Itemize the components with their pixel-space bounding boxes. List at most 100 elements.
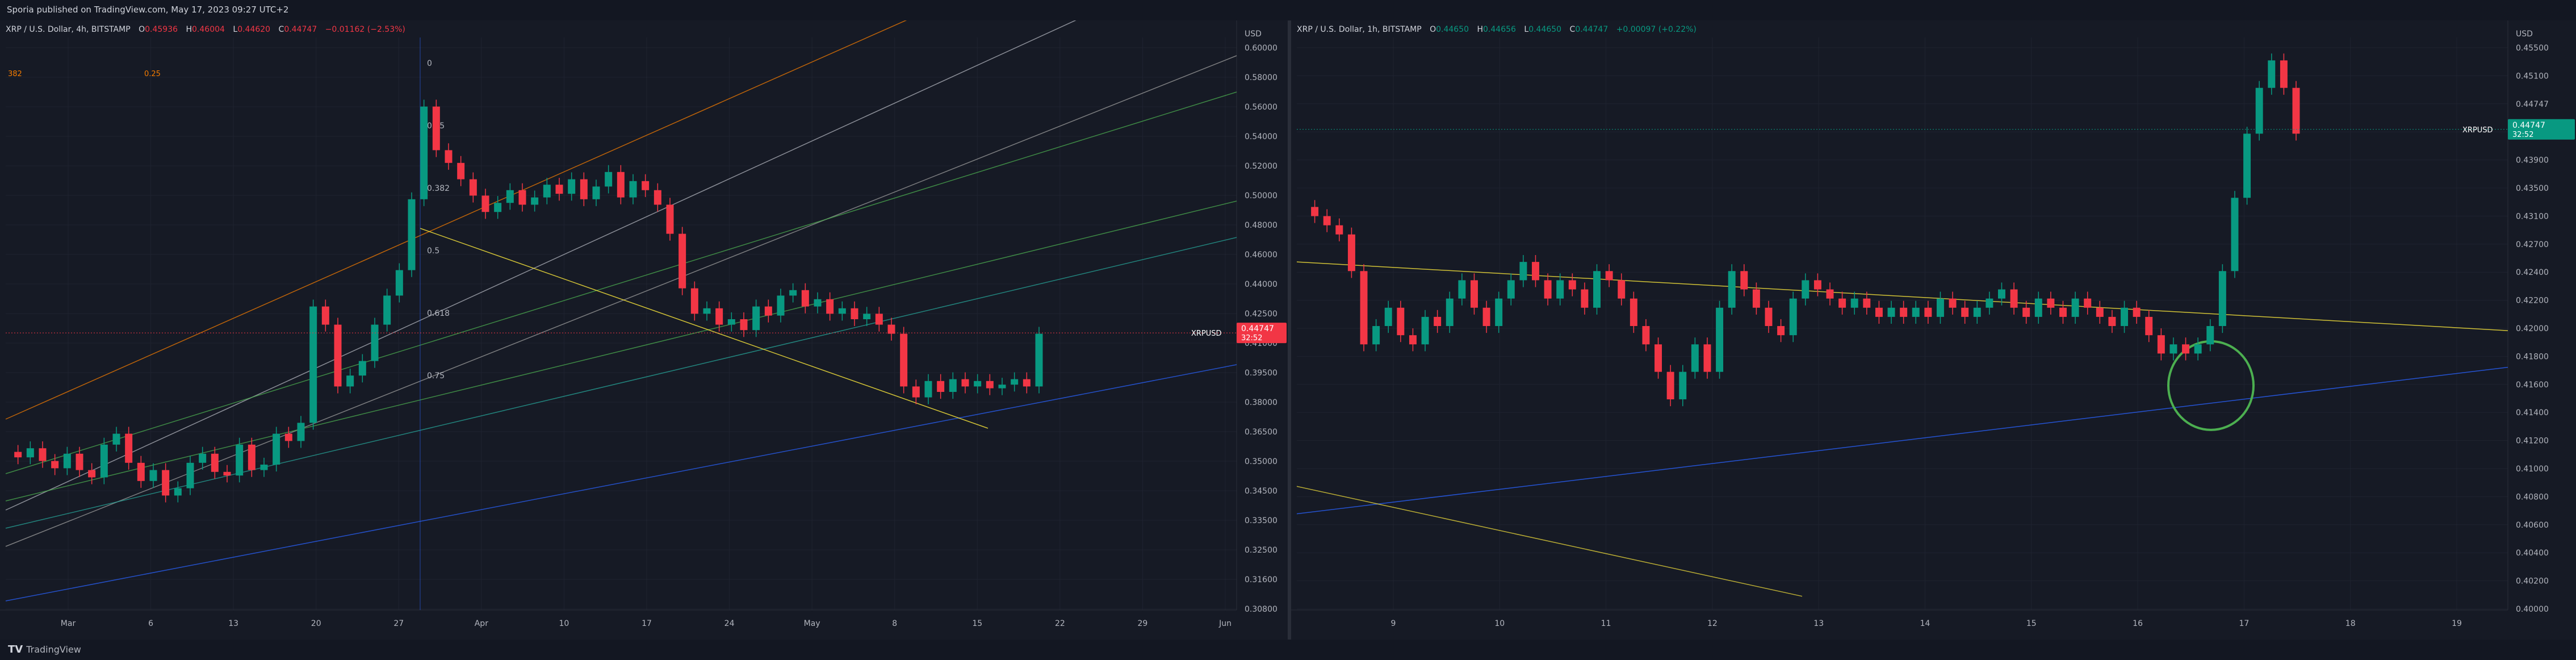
candle-body [2268,60,2276,88]
candle-body [1035,333,1043,387]
y-tick-label: 0.56000 [1245,103,1277,112]
y-tick-label: 0.38000 [1245,398,1277,407]
candle-body [1335,225,1343,235]
candle-body [309,306,317,423]
candle-body [727,319,735,325]
tradingview-icon: TV [8,644,23,655]
close-value: 0.44747 [284,25,317,34]
y-tick-label: 0.50000 [1245,191,1277,200]
candle-body [863,314,871,319]
y-tick-label: 0.41800 [2516,352,2549,361]
candle-body [2022,307,2030,317]
candle-body [469,179,477,196]
candle-body [125,433,133,463]
candle-body [1011,379,1019,385]
x-tick-label: 12 [1707,619,1718,628]
low-value: 0.44650 [1528,25,1562,34]
candle-body [666,204,674,234]
candle-body [1716,307,1724,372]
candle-body [284,433,292,441]
candle-body [371,324,379,361]
candle-body [617,172,625,198]
open-value: 0.45936 [145,25,178,34]
candle-body [408,199,416,270]
candle-body [2243,133,2251,198]
candle-body [580,179,588,199]
y-tick-label: 0.41400 [2516,408,2549,417]
chart-panel-4h[interactable]: 0.60000 0.58000 0.56000 0.54000 0.52000 0.500… [0,20,1288,640]
fib-level-label: 0.5 [427,247,439,256]
candle-body [1023,379,1031,387]
candle-body [801,290,809,307]
candle-body [789,290,797,296]
candle-body [690,288,698,314]
plot-background [1291,20,2576,640]
last-price-timer: 32:52 [1241,334,1262,342]
y-tick-label: 0.46000 [1245,250,1277,260]
tradingview-logo[interactable]: TV TradingView [8,644,81,655]
x-tick-label: 14 [1920,619,1930,628]
candle-body [481,195,489,212]
candle-body [2231,198,2239,271]
candle-body [555,185,563,194]
candle-body [814,299,822,307]
last-price-value: 0.44747 [2512,121,2545,130]
candle-body [1593,271,1601,308]
open-key: O [139,25,145,34]
x-tick-label: 24 [724,619,735,628]
tradingview-brand: TradingView [26,644,81,655]
y-tick-label: 0.42000 [2516,324,2549,333]
candle-body [1397,307,1405,336]
y-tick-label: 0.35000 [1245,457,1277,466]
x-tick-label: 13 [1813,619,1824,628]
y-tick-label: 0.32500 [1245,546,1277,555]
candle-body [51,461,59,469]
candle-body [1458,280,1466,299]
candle-body [629,181,637,198]
bottom-bar: TV TradingView [0,641,2576,660]
y-tick-label: 0.42700 [2516,240,2549,249]
panel-divider[interactable] [1288,20,1291,640]
x-tick-label: 17 [2239,619,2249,628]
y-tick-label: 0.30800 [1245,605,1277,614]
y-tick-label: 0.60000 [1245,44,1277,53]
candle-body [2047,298,2055,308]
candle-body [186,462,194,488]
candle-body [137,462,145,481]
trend-channel-line [5,91,1237,474]
last-price-badge [1237,323,1287,344]
trend-channel-line [5,200,1237,502]
y-tick-label: 0.31600 [1245,575,1277,584]
top-bar: Sporia published on TradingView.com, May… [0,0,2576,20]
candle-body [162,470,170,496]
x-tick-label: 22 [1055,619,1065,628]
candle-body [1826,289,1834,299]
candle-body [63,453,71,469]
last-price-badge [2508,119,2575,140]
candle-body [1372,326,1380,345]
candle-body [924,381,932,398]
candle-body [2218,271,2226,327]
candle-body [494,203,502,212]
y-tick-label: 0.36500 [1245,428,1277,437]
plot-background [0,20,1288,640]
lower-trend-line [1296,486,1803,597]
candle-body [1581,289,1589,308]
chart-1h-svg[interactable]: 0.455000.451000.447470.443000.439000.435… [1291,20,2576,640]
y-tick-label: 0.44747 [2516,100,2549,109]
chart-4h-svg[interactable]: 0.600000.580000.560000.540000.520000.500… [0,20,1288,640]
x-tick-label: 10 [559,619,569,628]
candle-body [1384,307,1392,327]
y-tick-label: 0.44000 [1245,280,1277,289]
candle-body [851,308,858,319]
chart-panel-1h[interactable]: 0.455000.451000.447470.443000.439000.435… [1291,20,2576,640]
candle-body [1924,307,1932,317]
y-tick-label: 0.43500 [2516,184,2549,193]
currency-label: USD [1245,30,1262,39]
y-tick-label: 0.54000 [1245,132,1277,141]
trend-channel-line [5,20,907,420]
candle-body [1875,307,1883,317]
candle-body [445,150,453,163]
y-tick-label: 0.45100 [2516,72,2549,81]
candle-body [1900,307,1908,317]
